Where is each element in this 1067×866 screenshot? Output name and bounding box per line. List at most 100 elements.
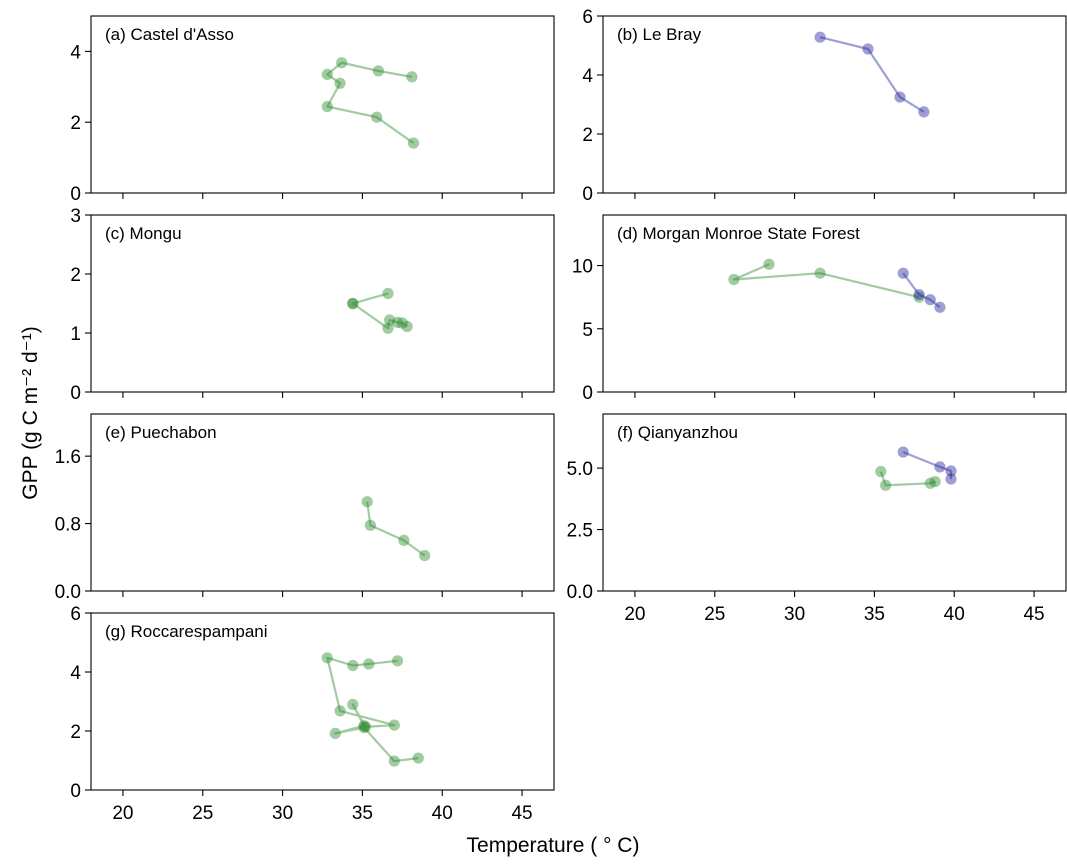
data-point [347,698,359,711]
axes-frame [602,413,1067,592]
data-point [360,721,372,733]
data-point [347,297,359,310]
data-point [814,31,826,43]
y-tick-label: 0 [70,184,81,205]
data-point [347,659,359,672]
data-point [913,289,925,301]
data-point [934,461,946,473]
axes-frame [90,15,555,194]
data-point [407,137,420,149]
data-point [396,317,408,329]
data-point [382,322,394,334]
panel-title: (e) Puechabon [105,423,217,442]
x-tick-label: 20 [112,803,133,824]
y-tick-label: 6 [70,604,81,625]
data-point [945,465,957,477]
series-line-blue [819,36,925,113]
series-line-green [879,471,936,487]
x-tick-label: 35 [352,803,373,824]
panel-d: 0 5 10 (d) Morgan Monroe State Forest [572,214,1067,404]
x-tick-label: 40 [432,803,453,824]
y-tick-label: 0.0 [55,582,81,603]
data-point [364,519,376,531]
axes-frame [90,612,555,791]
y-tick-label: 0.8 [55,515,81,536]
data-point [419,550,431,562]
data-point [929,476,941,488]
x-tick-label: 45 [1023,604,1044,625]
y-tick-label: 10 [572,257,593,278]
data-point [336,57,348,69]
x-tick-label: 45 [511,803,532,824]
y-tick-label: 4 [70,663,81,684]
x-axis-label: Temperature ( ° C) [467,834,640,857]
y-tick-label: 2.5 [567,521,593,542]
data-point [918,106,930,118]
y-tick-label: 3 [70,206,81,227]
panel-title: (g) Roccarespampani [105,622,268,641]
panel-a: 0 2 4 (a) Castel d'Asso [70,15,555,205]
series-line-green [326,656,419,763]
panel-title: (a) Castel d'Asso [105,25,234,44]
data-point [382,287,394,300]
axes-frame [602,214,1067,393]
x-tick-label: 30 [272,803,293,824]
data-point [406,71,418,83]
axes-frame [90,413,555,592]
data-point [347,297,359,310]
series-line-green [732,263,920,299]
data-point [384,314,396,326]
data-point [934,301,946,313]
data-point [913,291,925,303]
panel-b: 0 2 4 6 (b) Le Bray [582,7,1067,205]
x-tick-label: 35 [864,604,885,625]
y-tick-label: 4 [70,42,81,63]
data-point [329,727,341,740]
data-point [862,43,874,55]
data-point [894,91,906,103]
series-line-green [326,61,415,144]
data-point [945,473,957,485]
panel-f: 0.0 2.5 5.0 20 25 30 35 40 45 (f) Qianyanzhou [567,413,1067,625]
y-tick-label: 0.0 [567,582,593,603]
panel-e: 0.0 0.8 1.6 (e) Puechabon [55,413,555,603]
data-point [924,477,936,489]
y-tick-label: 2 [582,125,593,146]
panel-title: (b) Le Bray [617,25,702,44]
panel-title: (f) Qianyanzhou [617,423,738,442]
y-tick-label: 6 [582,7,593,28]
panel-g: 0 2 4 6 20 25 30 35 40 45 (g) Roccarespampani [70,604,555,824]
y-tick-label: 0 [582,184,593,205]
data-point [897,267,909,279]
data-point [875,465,887,478]
data-point [358,721,370,734]
x-tick-label: 30 [784,604,805,625]
data-point [391,655,404,667]
data-point [401,320,413,333]
data-point [334,77,346,89]
axes-frame [602,15,1067,194]
data-point [372,65,384,77]
data-point [371,111,383,123]
data-point [728,273,740,286]
data-point [880,479,892,491]
y-tick-label: 0 [582,383,593,404]
data-point [412,752,424,764]
x-tick-label: 20 [624,604,645,625]
panel-title: (d) Morgan Monroe State Forest [617,224,860,243]
data-point [321,652,333,664]
y-tick-label: 0 [70,781,81,802]
data-point [388,719,400,731]
panel-c: 0 1 2 3 (c) Mongu [70,206,555,404]
data-point [361,496,373,508]
y-tick-label: 1.6 [55,447,81,468]
y-tick-label: 0 [70,383,81,404]
data-point [358,720,370,732]
panel-title: (c) Mongu [105,224,182,243]
x-tick-label: 25 [192,803,213,824]
data-point [363,658,375,670]
series-line-blue [902,451,953,480]
data-point [398,534,410,547]
